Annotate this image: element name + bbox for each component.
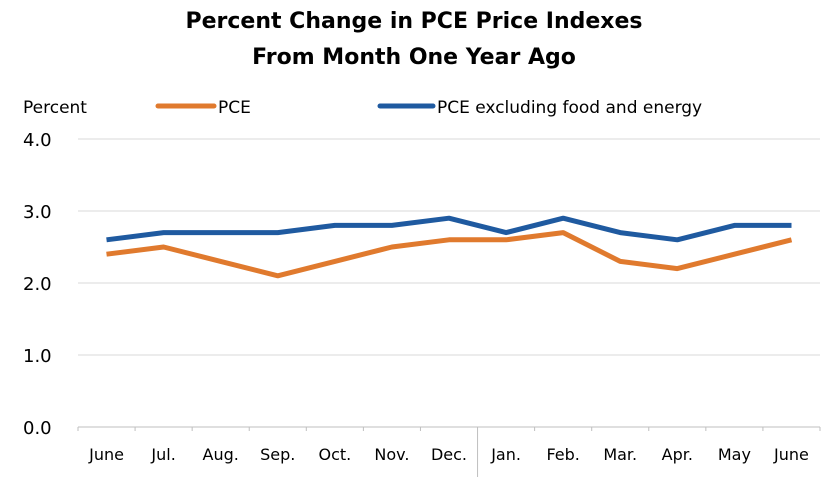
x-tick-label: Dec. <box>431 445 467 464</box>
gridlines <box>78 138 820 356</box>
x-tick-label: Nov. <box>374 445 409 464</box>
chart-title-line-1: Percent Change in PCE Price Indexes <box>185 9 642 34</box>
x-tick-label: Apr. <box>662 445 693 464</box>
y-tick-label: 3.0 <box>23 202 52 223</box>
legend: PCE PCE excluding food and energy <box>155 98 702 118</box>
y-tick-label: 2.0 <box>23 274 52 295</box>
series-line-pce-core <box>106 215 792 243</box>
x-tick-label: June <box>773 445 809 464</box>
x-tick-label: Aug. <box>203 445 239 464</box>
x-tick-label: Jul. <box>150 445 175 464</box>
series-lines <box>106 215 793 279</box>
chart-title-line-2: From Month One Year Ago <box>252 45 576 70</box>
x-tick-label: Oct. <box>318 445 351 464</box>
y-axis-label: Percent <box>23 98 87 118</box>
x-tick-label: June <box>88 445 124 464</box>
y-tick-label: 4.0 <box>23 130 52 151</box>
y-axis-ticks: 0.0 1.0 2.0 3.0 4.0 <box>23 130 52 439</box>
x-tick-label: Mar. <box>603 445 637 464</box>
x-tick-label: May <box>718 445 751 464</box>
x-axis <box>77 426 821 477</box>
series-line-pce <box>106 230 793 279</box>
x-tick-label: Feb. <box>546 445 579 464</box>
legend-label-pce-core: PCE excluding food and energy <box>437 98 702 118</box>
x-tick-label: Sep. <box>260 445 295 464</box>
legend-label-pce: PCE <box>218 98 251 118</box>
x-axis-ticks: June Jul. Aug. Sep. Oct. Nov. Dec. Jan. Feb. Mar.… <box>88 445 809 464</box>
y-tick-label: 1.0 <box>23 346 52 367</box>
x-tick-label: Jan. <box>490 445 521 464</box>
y-tick-label: 0.0 <box>23 418 52 439</box>
